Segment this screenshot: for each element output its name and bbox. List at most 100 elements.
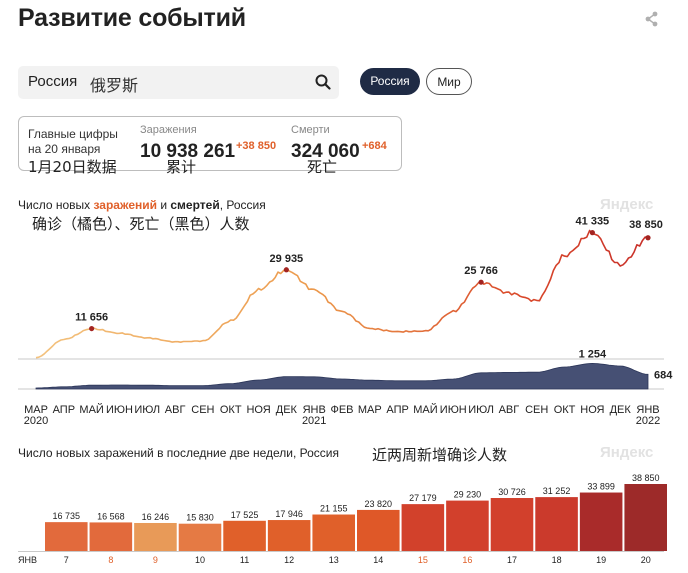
- bar: [134, 522, 177, 551]
- bar: [535, 497, 578, 551]
- main-chart-title: Число новых заражений и смертей, Россия: [18, 198, 266, 212]
- x-tick-label: ФЕВ: [330, 404, 353, 416]
- bar-value-label: 27 179: [409, 493, 437, 503]
- bar: [490, 498, 534, 551]
- x-tick-label: АПР: [386, 404, 408, 416]
- summary-label-line1: Главные цифры: [28, 127, 118, 141]
- bar-value-label: 16 735: [53, 511, 81, 521]
- infections-label: Заражения: [140, 124, 197, 136]
- x-tick-label: ОКТ: [220, 404, 242, 416]
- infections-delta: +38 850: [236, 140, 277, 152]
- bar: [178, 523, 222, 551]
- peak-label: 29 935: [270, 253, 304, 265]
- x-tick-label: МАЙ: [79, 403, 103, 416]
- bar-value-label: 38 850: [632, 473, 660, 483]
- bar-category-label: 17: [507, 555, 517, 565]
- bar: [89, 522, 133, 551]
- filter-russia-button[interactable]: Россия: [360, 68, 420, 95]
- bar-value-label: 16 246: [142, 512, 170, 522]
- search-annotation: 俄罗斯: [90, 76, 139, 95]
- bar-value-label: 17 525: [231, 510, 259, 520]
- x-tick-label: АВГ: [165, 404, 186, 416]
- x-tick-label: МАР: [24, 404, 48, 416]
- bar-category-label: 16: [462, 555, 472, 565]
- x-tick-label: НОЯ: [246, 404, 270, 416]
- peak-label: 1 254: [579, 348, 607, 360]
- bar-value-label: 33 899: [587, 482, 615, 492]
- infections-annotation: 累计: [166, 158, 197, 176]
- bar: [401, 504, 445, 551]
- two-week-bar-chart: 16 735 7 16 568 8 16 246 9 15 830 10 17 525 11 17 …: [18, 473, 667, 565]
- bar-month-label: ЯНВ: [18, 555, 37, 565]
- bar: [624, 484, 667, 551]
- peak-label: 41 335: [576, 216, 610, 228]
- year-label: 2021: [302, 415, 326, 427]
- bars-chart-title: Число новых заражений в последние две не…: [18, 446, 339, 460]
- series-area-deaths: [35, 362, 649, 390]
- x-tick-label: ЯНВ: [636, 404, 659, 416]
- bar: [579, 492, 623, 551]
- year-label: 2022: [636, 415, 660, 427]
- peak-marker: [283, 267, 289, 273]
- bar-value-label: 29 230: [454, 490, 482, 500]
- x-tick-label: НОЯ: [580, 404, 604, 416]
- bar-category-label: 20: [641, 555, 651, 565]
- bar-category-label: 19: [596, 555, 606, 565]
- bar-category-label: 13: [329, 555, 339, 565]
- bar-value-label: 16 568: [97, 511, 125, 521]
- x-tick-label: ИЮН: [106, 404, 133, 416]
- share-button[interactable]: [644, 10, 660, 33]
- bar: [446, 500, 489, 551]
- bar: [357, 509, 400, 551]
- x-tick-label: ИЮН: [440, 404, 467, 416]
- infections-value: 10 938 261: [140, 141, 236, 162]
- region-search[interactable]: Россия 俄罗斯: [18, 66, 339, 99]
- bar-category-label: 10: [195, 555, 205, 565]
- bar-value-label: 17 946: [275, 509, 303, 519]
- bar-value-label: 23 820: [365, 499, 393, 509]
- deaths-delta: +684: [362, 140, 387, 152]
- bar-value-label: 21 155: [320, 504, 348, 514]
- x-tick-label: СЕН: [191, 404, 214, 416]
- bar-category-label: 15: [418, 555, 428, 565]
- infections-deaths-chart: 11 656 29 935 25 766 41 335 38 850 1 254 684 МА…: [18, 216, 673, 427]
- x-tick-label: СЕН: [525, 404, 548, 416]
- bar: [312, 514, 355, 551]
- bar-category-label: 11: [240, 555, 249, 565]
- peak-marker: [478, 279, 484, 285]
- year-label: 2020: [24, 415, 48, 427]
- peak-label: 25 766: [464, 265, 498, 277]
- filter-world-button[interactable]: Мир: [426, 68, 472, 95]
- search-icon: [315, 74, 331, 90]
- bar-value-label: 31 252: [543, 486, 571, 496]
- series-line-infections: [35, 229, 649, 359]
- bar-value-label: 30 726: [498, 487, 526, 497]
- yandex-watermark-bars: Яндекс: [600, 444, 654, 461]
- bars-chart-annotation: 近两周新增确诊人数: [372, 446, 508, 464]
- x-tick-label: МАР: [358, 404, 382, 416]
- main-chart-annotation: 确诊（橘色）、死亡（黑色）人数: [32, 215, 250, 233]
- peak-marker: [89, 325, 95, 332]
- search-input[interactable]: Россия: [28, 73, 78, 90]
- summary-card: [18, 116, 402, 171]
- bar-category-label: 7: [64, 555, 69, 565]
- x-tick-label: МАЙ: [413, 403, 437, 416]
- deaths-annotation: 死亡: [307, 158, 338, 176]
- bar-category-label: 18: [552, 555, 562, 565]
- x-tick-label: ЯНВ: [303, 404, 326, 416]
- x-tick-label: АПР: [53, 404, 75, 416]
- peak-marker: [589, 230, 595, 236]
- peak-label: 38 850: [629, 219, 663, 231]
- x-tick-label: ДЕК: [610, 404, 632, 416]
- search-button[interactable]: [315, 74, 331, 95]
- bar-category-label: 12: [284, 555, 294, 565]
- deaths-value: 324 060: [291, 141, 360, 162]
- x-tick-label: АВГ: [499, 404, 520, 416]
- page-title: Развитие событий: [18, 4, 246, 32]
- summary-annotation: 1月20日数据: [28, 158, 117, 176]
- peak-marker: [645, 235, 651, 241]
- bar: [45, 522, 88, 551]
- bar-value-label: 15 830: [186, 513, 214, 523]
- bar-category-label: 8: [108, 555, 113, 565]
- bar: [267, 520, 311, 551]
